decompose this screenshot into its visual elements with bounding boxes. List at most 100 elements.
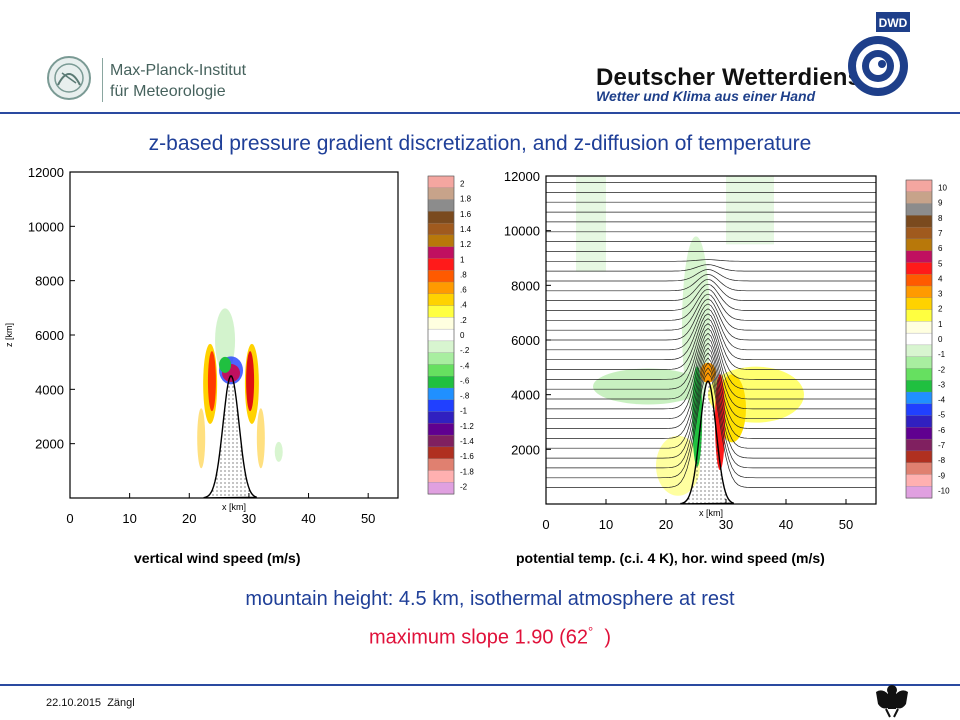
colorbar-swatch	[905, 332, 933, 346]
colorbar-label: .4	[460, 301, 467, 310]
x-tick-label: 0	[542, 517, 549, 530]
colorbar-swatch	[427, 328, 455, 342]
colorbar-frame	[427, 175, 455, 495]
colorbar-swatch	[427, 199, 455, 212]
x-tick-label: 30	[719, 517, 733, 530]
colorbar-label: -1.2	[460, 422, 474, 431]
colorbar-frame	[905, 179, 933, 499]
colorbar-label: -.8	[460, 392, 470, 401]
colorbar-label: .2	[460, 316, 467, 325]
mountain-height-text: mountain height: 4.5 km, isothermal atmo…	[245, 588, 735, 610]
colorbar-swatch	[905, 486, 933, 499]
colorbar-swatch	[905, 250, 933, 263]
dwd-name: Deutscher Wetterdienst	[596, 64, 870, 91]
colorbar-label: -1	[938, 350, 946, 359]
field-blob	[593, 368, 703, 405]
colorbar-label: 0	[938, 335, 943, 344]
colorbar-swatch	[427, 352, 455, 365]
isentrope-line	[546, 332, 876, 410]
colorbar-swatch	[427, 482, 455, 495]
x-tick-label: 20	[659, 517, 673, 530]
colorbar-label: -2	[938, 365, 946, 374]
field-blob	[576, 176, 606, 272]
plot-field	[546, 176, 876, 504]
plot-field	[197, 308, 283, 498]
colorbar-label: 6	[938, 244, 943, 253]
caption-right: potential temp. (c.i. 4 K), hor. wind sp…	[516, 550, 825, 566]
colorbar-swatch	[905, 474, 933, 487]
colorbar-swatch	[905, 391, 933, 405]
isentrope-line	[546, 259, 876, 262]
colorbar-label: 9	[938, 199, 943, 208]
x-tick-label: 10	[599, 517, 613, 530]
isentrope-line	[546, 362, 876, 469]
y-tick-label: 10000	[504, 224, 540, 239]
colorbar-label: 1.6	[460, 210, 472, 219]
colorbar-swatch	[427, 399, 455, 413]
colorbar-label: -1.6	[460, 452, 474, 461]
max-slope-main: maximum slope 1.90 (62	[369, 626, 588, 649]
mountain-orography	[203, 375, 257, 498]
dwd-badge: DWD	[879, 16, 908, 30]
colorbar-swatch	[905, 438, 933, 452]
colorbar-label: 4	[938, 274, 943, 283]
colorbar-swatch	[427, 234, 455, 248]
header-rule	[0, 112, 960, 114]
colorbar-label: 2	[460, 180, 465, 189]
y-tick-label: 4000	[35, 382, 64, 397]
isentrope-line	[546, 298, 876, 341]
slide-title: z-based pressure gradient discretization…	[148, 132, 812, 155]
colorbar-swatch	[427, 423, 455, 436]
colorbar-swatch	[905, 285, 933, 299]
colorbar-label: 7	[938, 229, 943, 238]
colorbar-label: -4	[938, 396, 946, 405]
colorbar-swatch	[427, 258, 455, 271]
mpi-logo	[47, 56, 91, 100]
field-blob	[656, 435, 700, 496]
colorbar-label: -9	[938, 471, 946, 480]
colorbar-label: 2	[938, 305, 943, 314]
x-axis-label: x [km]	[699, 508, 723, 518]
colorbar-swatch	[427, 411, 455, 424]
colorbar-swatch	[427, 187, 455, 201]
colorbar-label: -10	[938, 486, 950, 495]
y-tick-label: 12000	[504, 169, 540, 184]
colorbar-swatch	[427, 281, 455, 295]
x-axis-label: x [km]	[222, 502, 246, 512]
isentrope-line	[546, 283, 876, 311]
isentrope-line	[546, 274, 876, 292]
mpi-line1: Max-Planck-Institut	[110, 62, 247, 79]
colorbar-label: -1	[460, 407, 468, 416]
colorbar-swatch	[905, 226, 933, 240]
field-blob	[197, 408, 206, 469]
footer-date: 22.10.2015	[46, 697, 102, 709]
field-blob	[246, 351, 255, 412]
colorbar-swatch	[427, 317, 455, 330]
isentrope-line	[546, 337, 876, 420]
dwd-slogan: Wetter und Klima aus einer Hand	[596, 88, 816, 104]
isentrope-line	[546, 318, 876, 380]
y-tick-label: 2000	[511, 442, 540, 457]
colorbar-swatch	[427, 470, 455, 483]
isentrope-line	[546, 303, 876, 351]
colorbar-label: 0	[460, 331, 465, 340]
y-tick-label: 6000	[35, 328, 64, 343]
y-tick-label: 4000	[511, 388, 540, 403]
colorbar-label: 10	[938, 184, 947, 193]
colorbar-swatch	[905, 450, 933, 464]
colorbar-swatch	[905, 274, 933, 287]
colorbar-swatch	[905, 321, 933, 334]
colorbar-swatch	[427, 211, 455, 224]
colorbar-swatch	[905, 238, 933, 252]
y-tick-label: 12000	[28, 165, 64, 180]
colorbar-swatch	[427, 387, 455, 401]
colorbar-swatch	[905, 344, 933, 358]
colorbar-swatch	[427, 175, 455, 189]
colorbar-label: -2	[460, 482, 468, 491]
mpi-line2: für Meteorologie	[110, 83, 226, 100]
field-blob	[256, 408, 265, 469]
colorbar-label: 1.2	[460, 240, 472, 249]
colorbar-label: -.4	[460, 361, 470, 370]
isentrope-line	[546, 352, 876, 449]
colorbar-label: -1.4	[460, 437, 474, 446]
